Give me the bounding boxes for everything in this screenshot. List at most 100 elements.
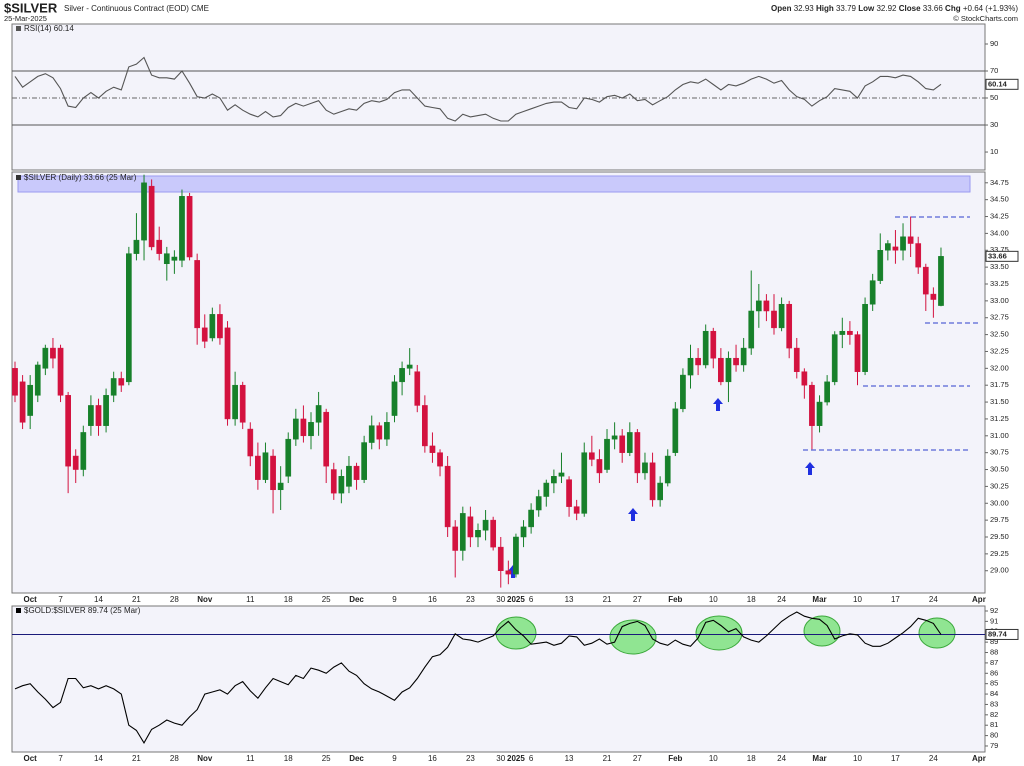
y-tick-label: 10 xyxy=(990,147,998,156)
x-tick-label: Nov xyxy=(197,754,213,763)
candle-body xyxy=(444,465,451,528)
candle-body xyxy=(497,546,504,571)
x-tick-label: 25 xyxy=(322,595,331,604)
candle-body xyxy=(824,381,830,403)
candle-body xyxy=(217,314,223,339)
y-tick-label: 83 xyxy=(990,699,998,708)
candle-body xyxy=(672,408,679,453)
last-close: 33.66 xyxy=(84,173,105,182)
candle-body xyxy=(740,347,747,366)
candle-body xyxy=(148,185,155,248)
candle-body xyxy=(543,482,550,497)
y-tick-label: 88 xyxy=(990,648,998,657)
candle-body xyxy=(778,303,785,329)
candle-body xyxy=(80,432,87,470)
candle-body xyxy=(801,371,808,386)
y-tick-label: 34.75 xyxy=(990,178,1009,187)
candle-body xyxy=(285,438,292,477)
candle-body xyxy=(831,334,838,383)
candle-body xyxy=(437,452,443,467)
candle-body xyxy=(634,432,641,474)
candle-body xyxy=(482,519,489,531)
candle-body xyxy=(664,455,671,484)
y-tick-label: 34.00 xyxy=(990,228,1009,237)
y-tick-label: 87 xyxy=(990,658,998,667)
close-label: Close xyxy=(899,4,921,13)
y-tick-label: 81 xyxy=(990,720,998,729)
x-tick-label: 28 xyxy=(170,595,179,604)
candle-body xyxy=(528,509,534,528)
candle-body xyxy=(209,314,216,339)
highlight-circle xyxy=(803,615,841,647)
x-tick-label: 10 xyxy=(709,595,718,604)
x-tick-label: Oct xyxy=(24,754,38,763)
x-tick-label: 10 xyxy=(709,754,718,763)
candle-body xyxy=(755,300,762,312)
y-tick-label: 82 xyxy=(990,710,998,719)
x-tick-label: 28 xyxy=(170,754,179,763)
candle-body xyxy=(551,476,557,484)
candle-body xyxy=(323,411,330,467)
candle-body xyxy=(163,253,170,265)
candle-body xyxy=(141,182,147,241)
candle-body xyxy=(422,405,428,447)
x-tick-label: 27 xyxy=(633,754,642,763)
y-tick-label: 31.00 xyxy=(990,431,1009,440)
highlight-circle xyxy=(695,615,743,651)
close-value: 33.66 xyxy=(923,4,944,13)
candle-body xyxy=(429,445,436,453)
x-tick-label: 11 xyxy=(246,595,255,604)
ratio-legend: $GOLD:$SILVER 89.74 (25 Mar) xyxy=(24,606,141,615)
y-tick-label: 89 xyxy=(990,637,998,646)
y-tick-label: 30.50 xyxy=(990,465,1009,474)
y-tick-label: 91 xyxy=(990,616,998,625)
candle-body xyxy=(490,519,497,548)
candle-body xyxy=(611,435,618,440)
x-tick-label: 2025 xyxy=(507,595,525,604)
candle-body xyxy=(809,384,815,426)
candle-body xyxy=(406,364,413,369)
x-tick-label: 25 xyxy=(322,754,331,763)
candle-body xyxy=(414,371,421,406)
y-tick-label: 79 xyxy=(990,741,998,750)
x-tick-label: 13 xyxy=(565,595,574,604)
candle-body xyxy=(50,347,56,359)
candle-body xyxy=(376,425,383,440)
candle-body xyxy=(391,381,398,416)
x-tick-label: 7 xyxy=(58,754,63,763)
ohlc-summary: Open 32.93 High 33.79 Low 32.92 Close 33… xyxy=(771,4,1018,13)
candle-body xyxy=(816,401,823,426)
y-tick-label: 34.50 xyxy=(990,195,1009,204)
candle-body xyxy=(300,418,307,437)
price-panel xyxy=(11,171,986,594)
value-box xyxy=(985,628,1019,640)
candle-body xyxy=(566,479,572,507)
candle-body xyxy=(133,239,140,254)
x-tick-label: Feb xyxy=(668,595,682,604)
highlight-circle xyxy=(918,617,956,649)
candle-body xyxy=(239,384,246,423)
candle-body xyxy=(877,250,884,281)
y-tick-label: 29.50 xyxy=(990,532,1009,541)
legend-icon xyxy=(16,175,21,180)
candle-body xyxy=(384,422,390,440)
candle-body xyxy=(19,381,26,423)
rsi-value: 60.14 xyxy=(54,24,75,33)
legend-icon xyxy=(16,608,21,613)
candle-body xyxy=(680,374,686,410)
x-tick-label: Feb xyxy=(668,754,682,763)
candle-body xyxy=(330,469,337,494)
candle-body xyxy=(771,310,777,329)
value-box-label: 60.14 xyxy=(988,79,1008,88)
candle-body xyxy=(27,384,34,416)
candle-body xyxy=(103,395,109,426)
value-box-label: 89.74 xyxy=(988,629,1008,638)
candle-body xyxy=(892,246,899,251)
x-tick-label: 13 xyxy=(565,754,574,763)
date-label: (25 Mar) xyxy=(110,606,141,615)
candle-body xyxy=(702,330,709,366)
y-tick-label: 90 xyxy=(990,39,998,48)
x-tick-label: 21 xyxy=(603,754,612,763)
support-lines xyxy=(803,216,978,451)
x-tick-label: 16 xyxy=(428,595,437,604)
